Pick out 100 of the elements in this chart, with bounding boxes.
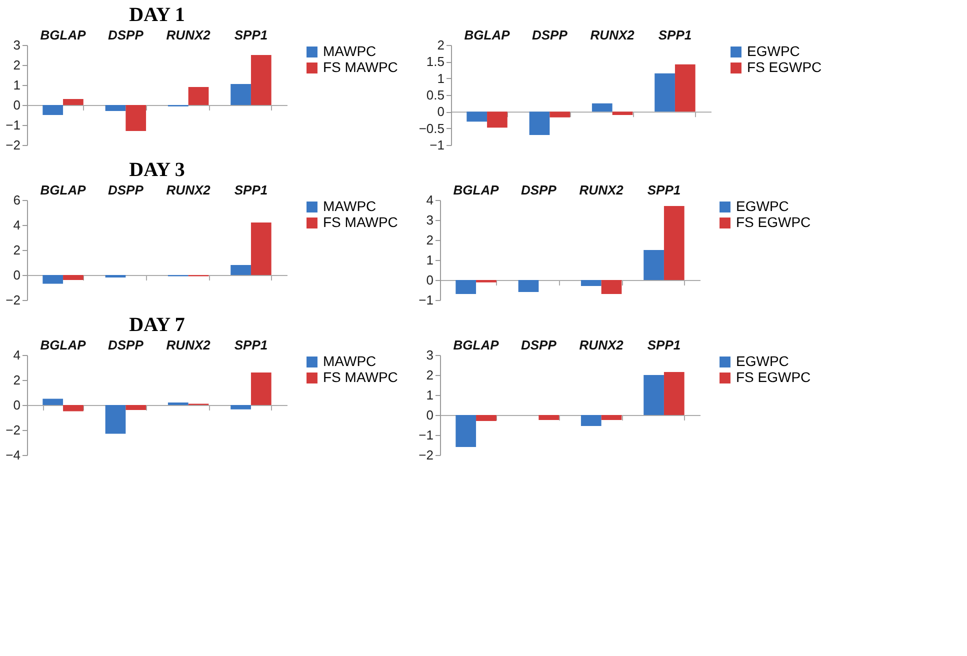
x-tick-label: BGLAP [453,338,500,352]
x-tick-label: RUNX2 [166,182,212,198]
x-tick-label: DSPP [108,182,144,198]
bar [250,55,272,105]
bar [580,280,602,286]
bar [42,105,64,115]
bar [126,405,146,410]
bar [230,84,251,105]
y-tick-label: 0 [426,272,434,288]
y-tick-label: 2 [426,368,434,382]
legend-label: EGWPC [736,198,789,214]
y-tick-label: 2 [437,38,444,52]
bar [230,405,251,410]
y-tick-label: 1 [13,78,20,92]
y-tick-label: 2 [13,242,20,258]
x-tick-label: SPP1 [647,182,681,198]
legend-label: EGWPC [736,353,789,369]
bar [188,87,209,105]
y-tick-label: 4 [426,192,434,208]
y-tick-label: −2 [418,448,434,462]
bar [612,112,633,115]
y-tick-label: 0 [13,98,20,112]
x-tick-label: BGLAP [40,338,86,352]
bar [466,112,488,122]
x-tick-label: DSPP [532,28,568,42]
bar [674,64,696,112]
bar [250,222,272,275]
legend-label: FS MAWPC [323,369,398,385]
legend-label: FS MAWPC [323,59,398,75]
legend-label: MAWPC [323,198,376,214]
bar [42,398,64,405]
x-tick-label: BGLAP [40,182,86,198]
x-tick-label: BGLAP [453,182,500,198]
bar [592,103,612,112]
x-tick-label: RUNX2 [590,28,636,42]
y-tick-label: 4 [13,348,20,362]
bar [487,112,508,128]
x-tick-label: SPP1 [658,28,692,42]
bar [664,372,684,415]
y-tick-label: 3 [13,38,20,52]
bar [63,275,84,280]
y-tick-label: 0 [437,104,444,120]
y-tick-label: 2 [13,58,20,72]
y-tick-label: −2 [6,138,20,152]
x-tick-label: BGLAP [40,28,86,42]
bar [601,280,622,294]
legend-label: MAWPC [323,43,376,59]
y-tick-label: 6 [13,192,20,208]
bar [550,112,570,118]
bar [644,375,664,415]
chart-title: DAY 3 [129,159,185,181]
y-tick-label: −2 [6,292,20,308]
bar [105,105,126,111]
y-tick-label: 2 [13,372,20,388]
y-tick-label: −1 [6,118,20,132]
y-tick-label: −0.5 [418,120,444,136]
bar [63,405,84,412]
bar [654,73,675,112]
x-tick-label: SPP1 [234,182,268,198]
y-tick-label: 0 [426,408,434,422]
bar [456,280,476,294]
y-tick-label: 3 [426,348,434,362]
y-tick-label: 1 [426,252,434,268]
bar [538,415,560,420]
legend-label: FS EGWPC [736,214,811,230]
y-tick-label: 1 [426,388,434,402]
x-tick-label: SPP1 [647,338,681,352]
x-tick-label: BGLAP [464,28,510,42]
x-tick-label: RUNX2 [579,182,624,198]
legend-label: EGWPC [747,43,800,59]
x-tick-label: DSPP [108,338,144,352]
bar [250,372,272,405]
y-tick-label: 1.5 [426,54,444,70]
y-tick-label: 1 [437,70,444,86]
bar [644,250,664,280]
y-tick-label: −1 [418,428,434,442]
y-tick-label: 4 [13,218,20,232]
y-tick-label: 2 [426,232,434,248]
bar [42,275,64,284]
x-tick-label: RUNX2 [579,338,624,352]
y-tick-label: −1 [430,138,444,152]
y-tick-label: 3 [426,212,434,228]
bar [601,415,622,420]
bar [664,206,684,280]
x-tick-label: SPP1 [234,28,268,42]
bar [63,99,84,105]
bar [456,415,476,447]
x-tick-label: DSPP [108,28,144,42]
legend-label: FS EGWPC [736,369,811,385]
y-tick-label: −2 [6,422,20,438]
x-tick-label: RUNX2 [166,338,212,352]
bar [580,415,602,426]
legend-label: FS EGWPC [747,59,822,75]
bar [529,112,550,135]
chart-title: DAY 7 [129,314,185,336]
chart-title: DAY 1 [129,4,185,26]
bar [105,405,126,434]
bar [126,105,146,131]
x-tick-label: DSPP [520,182,557,198]
y-tick-label: 0 [13,268,20,282]
